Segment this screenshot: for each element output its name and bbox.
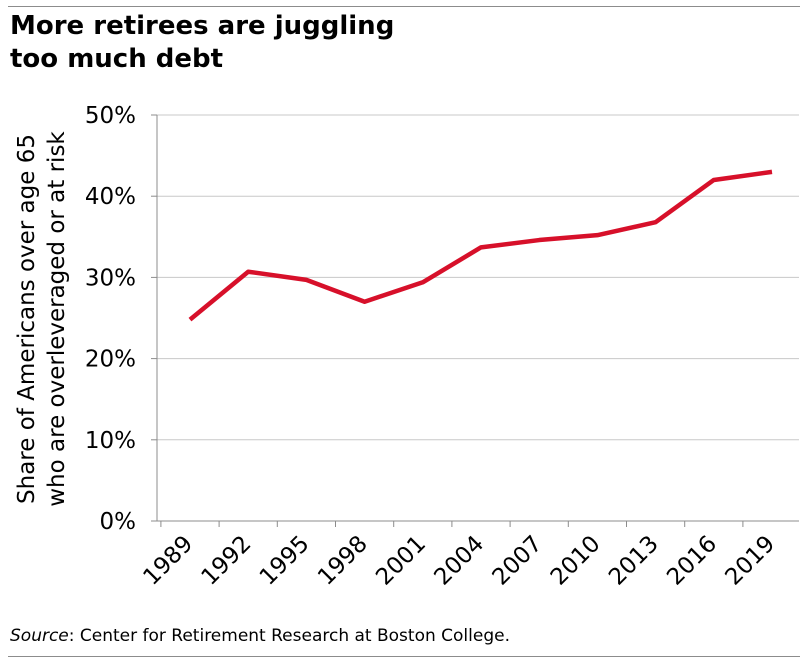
x-tick-label: 2010 xyxy=(546,531,606,591)
x-tick-label: 2013 xyxy=(604,531,664,591)
x-tick-labels: 1989199219951998200120042007201020132016… xyxy=(138,531,780,591)
y-tick-label: 10% xyxy=(85,428,136,454)
y-tick-label: 50% xyxy=(85,103,136,129)
source-text: : Center for Retirement Research at Bost… xyxy=(68,626,510,646)
x-tick-label: 2004 xyxy=(429,531,489,591)
y-tick-labels: 0% 10% 20% 30% 40% 50% xyxy=(85,103,136,535)
y-tick-label: 40% xyxy=(85,184,136,210)
y-tick-label: 30% xyxy=(85,265,136,291)
gridlines xyxy=(157,114,799,441)
series-line xyxy=(188,169,773,322)
source-label: Source xyxy=(10,626,69,646)
y-axis-label-line-2: who are overleveraged or at risk xyxy=(44,131,70,507)
x-tick-label: 2019 xyxy=(720,531,780,591)
x-tick-label: 1989 xyxy=(138,531,198,591)
series xyxy=(188,169,773,322)
chart-title-line-2: too much debt xyxy=(10,44,224,74)
chart-title-line-1: More retirees are juggling xyxy=(10,11,395,41)
source-note: Source: Center for Retirement Research a… xyxy=(10,626,510,646)
axes xyxy=(151,114,799,527)
x-tick-label: 2016 xyxy=(662,531,722,591)
y-axis-label: Share of Americans over age 65 who are o… xyxy=(14,131,70,507)
x-tick-label: 1998 xyxy=(313,531,373,591)
chart-title: More retirees are juggling too much debt xyxy=(10,10,790,76)
x-tick-label: 2001 xyxy=(371,531,431,591)
y-axis-label-line-1: Share of Americans over age 65 xyxy=(14,134,40,504)
y-tick-label: 0% xyxy=(100,509,137,535)
x-tick-label: 1995 xyxy=(255,531,315,591)
y-tick-label: 20% xyxy=(85,347,136,373)
x-tick-label: 1992 xyxy=(197,531,257,591)
x-tick-label: 2007 xyxy=(488,531,548,591)
top-rule xyxy=(8,6,800,7)
bottom-rule xyxy=(8,656,800,657)
